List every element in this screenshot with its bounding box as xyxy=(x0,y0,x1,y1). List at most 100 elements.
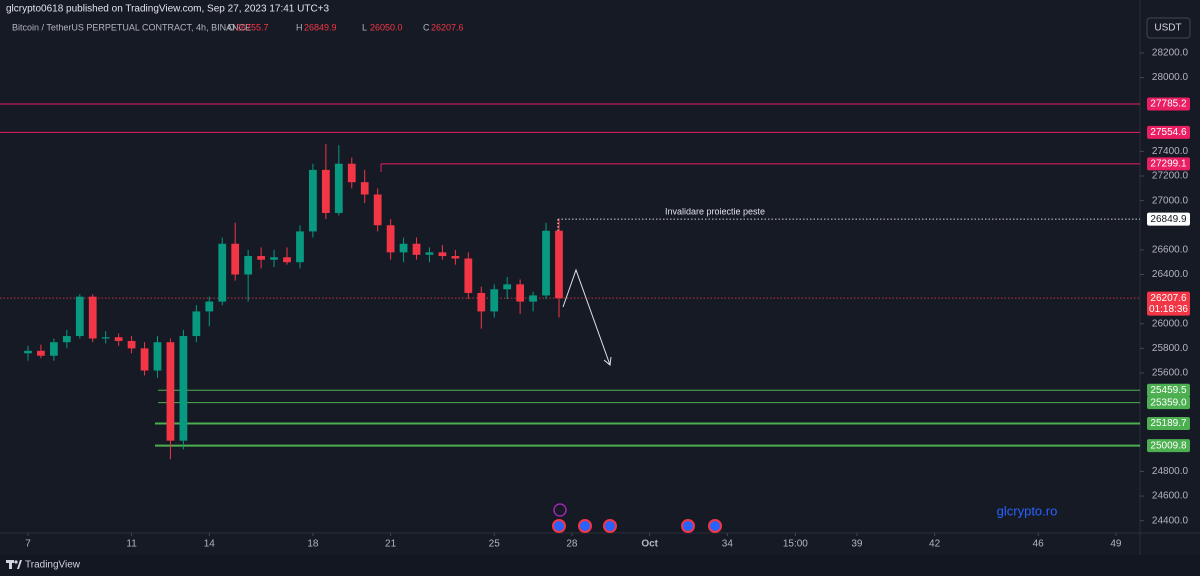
candle-body xyxy=(257,256,265,260)
y-tick-label: 26000.0 xyxy=(1152,318,1189,329)
price-tag-label: 25459.5 xyxy=(1150,385,1187,396)
event-icon xyxy=(708,519,722,533)
candle-body xyxy=(347,163,356,183)
x-tick-label: 49 xyxy=(1110,539,1122,550)
price-tag-label: 25009.8 xyxy=(1150,440,1187,451)
candle-body xyxy=(516,284,525,302)
currency: USDT xyxy=(1154,23,1181,34)
currency-box xyxy=(1146,17,1191,39)
y-tick-label: 24400.0 xyxy=(1152,515,1189,526)
price-tag-label: 25359.0 xyxy=(1150,397,1187,408)
event-icon xyxy=(552,519,566,533)
candle-body xyxy=(334,163,343,213)
ohlc-key: L xyxy=(362,22,367,32)
candle-body xyxy=(153,342,162,371)
candle-body xyxy=(88,296,97,339)
x-tick-label: 7 xyxy=(25,539,31,550)
event-icons xyxy=(552,503,722,533)
price-tag-label: 27785.2 xyxy=(1150,99,1187,110)
y-tick-label: 27000.0 xyxy=(1152,195,1189,206)
candle-body xyxy=(218,243,227,302)
x-tick-label: 34 xyxy=(722,539,734,550)
price-tag xyxy=(1147,439,1190,453)
candle-body xyxy=(231,243,240,275)
y-tick-label: 25600.0 xyxy=(1152,368,1189,379)
logo-part xyxy=(17,560,22,569)
countdown: 01:18:36 xyxy=(1149,304,1188,315)
candle-body xyxy=(529,295,537,302)
watermark: glcrypto.ro xyxy=(997,503,1058,518)
candle-body xyxy=(114,337,123,341)
y-tick-label: 24800.0 xyxy=(1152,466,1189,477)
candle-body xyxy=(309,169,317,232)
candle-body xyxy=(464,258,473,293)
ohlc-value: 26755.7 xyxy=(236,22,269,32)
candle-body xyxy=(127,340,136,349)
y-tick-label: 26600.0 xyxy=(1152,245,1189,256)
candle-body xyxy=(555,230,563,299)
candle-body xyxy=(49,342,58,356)
candle-body xyxy=(166,342,175,441)
ohlc-key: H xyxy=(296,22,303,32)
candle-body xyxy=(296,231,304,263)
candle-body xyxy=(477,292,486,312)
candle-body xyxy=(503,284,512,290)
candle-body xyxy=(438,252,447,257)
projection-arrow xyxy=(562,268,611,366)
candle-body xyxy=(75,296,84,337)
event-icon xyxy=(603,519,617,533)
price-tag xyxy=(1147,291,1190,316)
y-tick-label: 27200.0 xyxy=(1152,171,1189,182)
annotation: Invalidare proiectie peste xyxy=(665,206,765,216)
price-tag xyxy=(1147,125,1190,139)
x-tick-label: 39 xyxy=(851,539,863,550)
price-tag xyxy=(1147,97,1190,111)
symbol-info: Bitcoin / TetherUS PERPETUAL CONTRACT, 4… xyxy=(12,22,251,32)
price-tag-label: 27299.1 xyxy=(1150,158,1187,169)
candle-body xyxy=(425,252,434,255)
ohlc-key: C xyxy=(423,22,430,32)
footer-logo xyxy=(6,560,22,569)
y-tick-label: 26400.0 xyxy=(1152,269,1189,280)
candle-body xyxy=(62,336,71,343)
candle-body xyxy=(542,230,550,296)
footer-brand: TradingView xyxy=(25,560,81,571)
publish-header: glcrypto0618 published on TradingView.co… xyxy=(6,4,330,15)
price-tag xyxy=(1147,383,1190,397)
x-tick-label: 18 xyxy=(307,539,319,550)
x-tick-label: 46 xyxy=(1033,539,1045,550)
candle-body xyxy=(360,182,369,195)
event-icon xyxy=(578,519,592,533)
y-tick-label: 28000.0 xyxy=(1152,72,1189,83)
price-tag-label: 25189.7 xyxy=(1150,418,1187,429)
y-tick-label: 27400.0 xyxy=(1152,146,1189,157)
price-tag xyxy=(1147,212,1190,226)
candle-body xyxy=(490,289,499,312)
x-tick-label: 42 xyxy=(929,539,941,550)
candle-body xyxy=(412,243,421,255)
x-tick-label: 14 xyxy=(204,539,216,550)
candle-body xyxy=(451,256,460,259)
ohlc-value: 26050.0 xyxy=(370,22,403,32)
ohlc-key: O xyxy=(228,22,235,32)
x-tick-label: 11 xyxy=(126,539,137,550)
event-icon xyxy=(553,503,567,517)
price-tag-label: 27554.6 xyxy=(1150,127,1187,138)
x-tick-label: 28 xyxy=(566,539,578,550)
x-tick-label: 25 xyxy=(489,539,501,550)
candle-body xyxy=(321,169,330,213)
y-tick-label: 24600.0 xyxy=(1152,491,1189,502)
candle-body xyxy=(37,350,45,356)
candle-body xyxy=(205,301,214,312)
price-tag-label: 26849.9 xyxy=(1150,214,1187,225)
candle-body xyxy=(373,194,382,226)
candle-body xyxy=(270,257,278,260)
footer-bar xyxy=(0,555,1200,576)
candle-body xyxy=(192,311,201,337)
logo-part xyxy=(9,560,12,569)
price-tag xyxy=(1147,396,1190,410)
x-tick-label: Oct xyxy=(641,539,658,550)
y-tick-label: 25800.0 xyxy=(1152,343,1189,354)
